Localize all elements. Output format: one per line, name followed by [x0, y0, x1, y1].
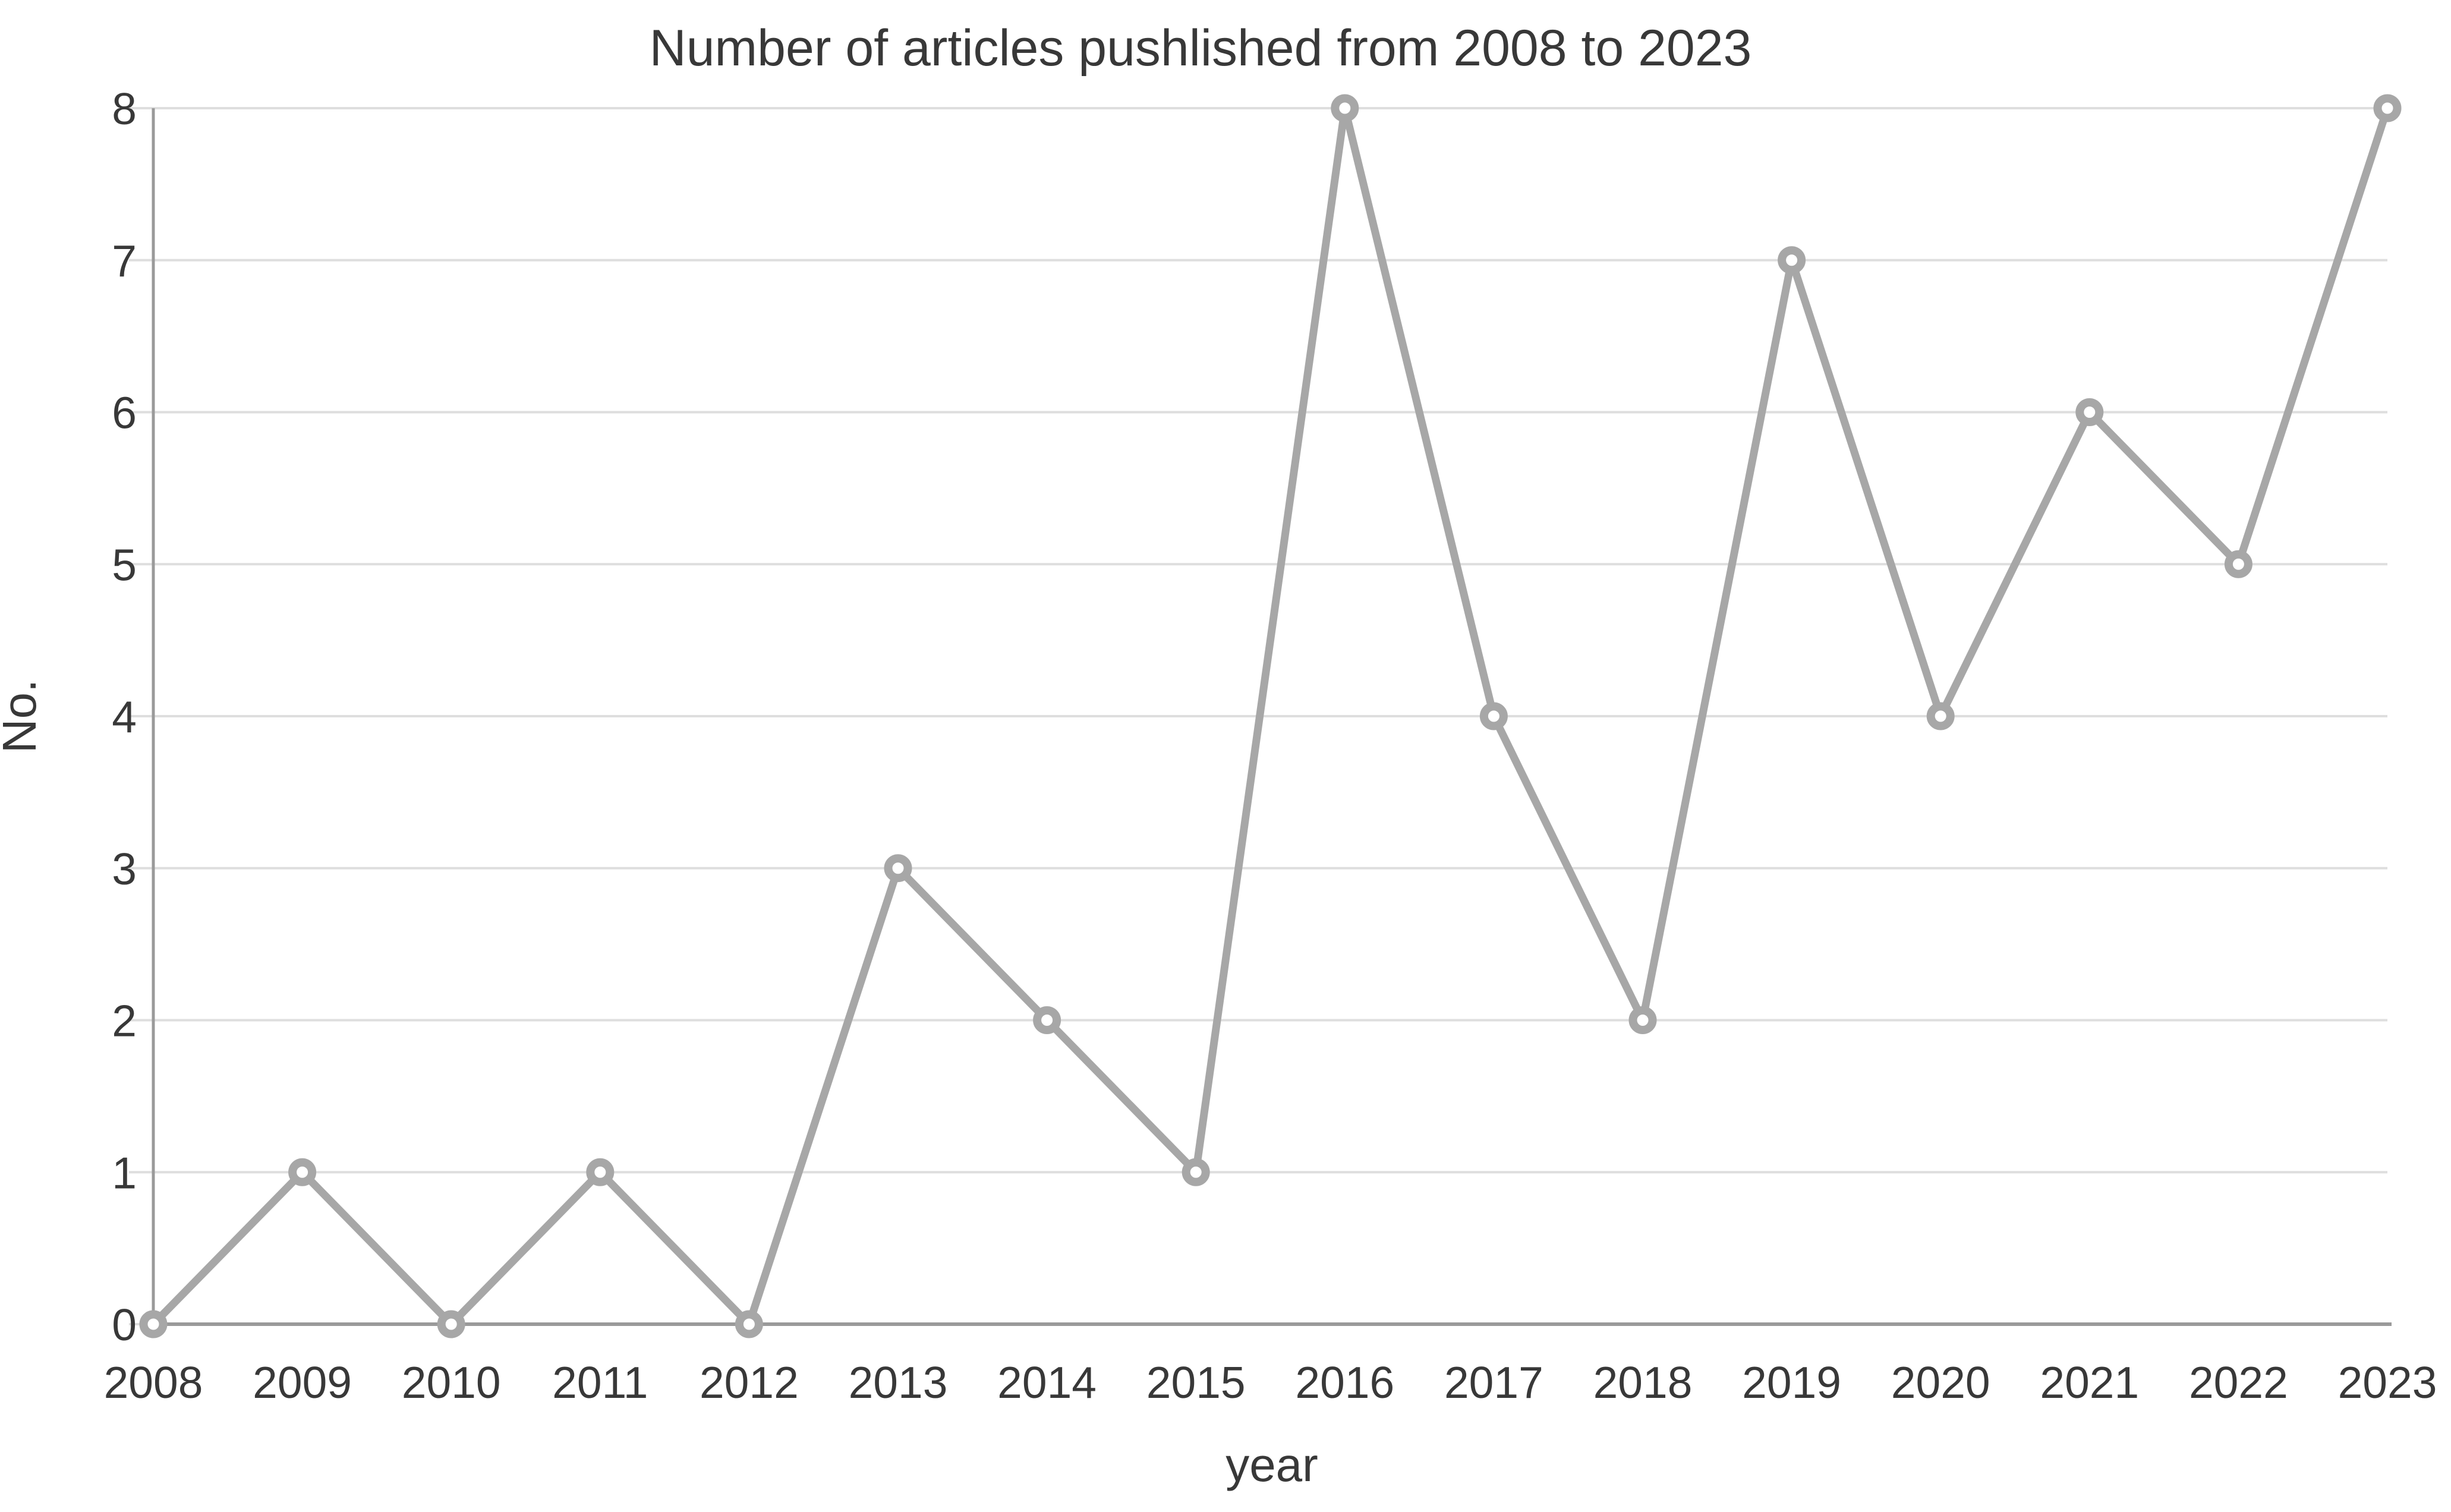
data-point-marker: [437, 1310, 465, 1338]
axes: [152, 108, 2392, 1326]
x-tick-label: 2020: [1891, 1357, 1990, 1407]
x-tick-label: 2022: [2189, 1357, 2288, 1407]
data-point-marker: [2075, 398, 2104, 426]
x-tick-label: 2019: [1742, 1357, 1841, 1407]
data-point-marker: [1778, 246, 1806, 275]
data-point-marker: [1479, 702, 1508, 730]
x-axis-tick-labels: 2008 2009 2010 2011 2012 2013 2014 2015 2016 2017…: [104, 1357, 2437, 1407]
x-tick-label: 2016: [1295, 1357, 1394, 1407]
x-tick-label: 2015: [1146, 1357, 1246, 1407]
data-point-marker: [1182, 1158, 1210, 1186]
x-tick-label: 2014: [997, 1357, 1097, 1407]
y-tick-label: 6: [112, 388, 137, 438]
y-tick-label: 5: [112, 540, 137, 590]
y-tick-label: 3: [112, 844, 137, 894]
data-point-marker: [586, 1158, 615, 1186]
y-axis-label: No.: [0, 679, 46, 754]
data-point-marker: [1331, 94, 1359, 122]
data-point-marker: [288, 1158, 317, 1186]
data-point-marker: [139, 1310, 168, 1338]
x-tick-label: 2010: [402, 1357, 501, 1407]
data-point-marker: [735, 1310, 763, 1338]
series-line: [149, 104, 2392, 1328]
y-axis-tick-labels: 0 1 2 3 4 5 6 7 8: [112, 84, 137, 1350]
x-tick-label: 2017: [1444, 1357, 1543, 1407]
chart-title: Number of articles pushlished from 2008 …: [650, 20, 1752, 77]
data-point-marker: [1033, 1006, 1061, 1034]
x-tick-label: 2012: [700, 1357, 799, 1407]
data-point-marker: [2373, 94, 2402, 122]
y-tick-label: 0: [112, 1300, 137, 1350]
y-tick-label: 8: [112, 84, 137, 134]
x-tick-label: 2018: [1593, 1357, 1693, 1407]
x-tick-label: 2011: [552, 1357, 648, 1407]
data-series: [139, 94, 2402, 1338]
data-point-marker: [1628, 1006, 1657, 1034]
y-tick-label: 2: [112, 996, 137, 1046]
x-tick-label: 2009: [253, 1357, 352, 1407]
data-point-marker: [1926, 702, 1955, 730]
data-point-marker: [2224, 550, 2252, 578]
x-tick-label: 2013: [849, 1357, 948, 1407]
y-tick-label: 7: [112, 236, 137, 286]
y-tick-label: 4: [112, 692, 137, 742]
x-axis-label: year: [1226, 1438, 1318, 1491]
y-tick-label: 1: [112, 1148, 137, 1198]
x-tick-label: 2021: [2040, 1357, 2139, 1407]
x-tick-label: 2008: [104, 1357, 203, 1407]
data-point-marker: [884, 854, 912, 883]
x-tick-label: 2023: [2338, 1357, 2437, 1407]
